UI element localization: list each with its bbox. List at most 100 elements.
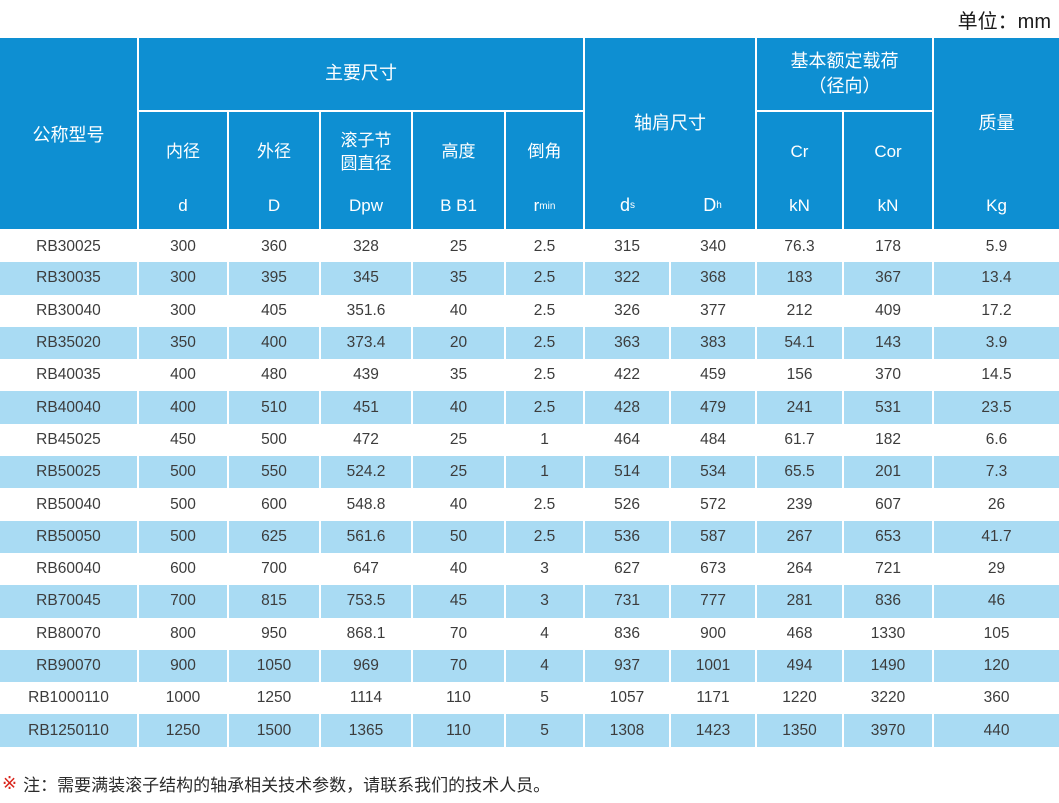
cell-value: 35 bbox=[412, 359, 506, 392]
cell-value: 46 bbox=[933, 585, 1059, 618]
cell-value: 110 bbox=[412, 714, 506, 747]
table-row: RB1000110 1000 1250 1114 110 5 1057 1171 1220 322… bbox=[0, 682, 1059, 715]
col-header-roller-pitch-diameter: 滚子节 圆直径 Dpw bbox=[319, 110, 413, 231]
cell-value: 41.7 bbox=[933, 520, 1059, 553]
cell-value: 17.2 bbox=[933, 294, 1059, 327]
table-row: RB30035 300 395 345 35 2.5 322 368 183 367 13.4 bbox=[0, 262, 1059, 295]
cell-value: 405 bbox=[228, 294, 321, 327]
cell-value: 363 bbox=[584, 326, 672, 360]
cell-value: 54.1 bbox=[756, 326, 845, 360]
cell-value: 4 bbox=[505, 617, 586, 650]
cell-value: 721 bbox=[843, 552, 935, 586]
load-label-line2: （径向） bbox=[808, 76, 881, 96]
footnote-text: 注：需要满装滚子结构的轴承相关技术参数，请联系我们的技术人员。 bbox=[23, 775, 551, 795]
col-symbol-dpw: Dpw bbox=[348, 196, 383, 215]
cell-value: 326 bbox=[584, 294, 672, 327]
table-row: RB1250110 1250 1500 1365 110 5 1308 1423 1350 397… bbox=[0, 714, 1059, 747]
cell-value: 1001 bbox=[670, 649, 758, 683]
cell-value: 328 bbox=[320, 230, 413, 263]
cell-value: 1365 bbox=[320, 714, 413, 747]
cell-value: 524.2 bbox=[320, 456, 413, 489]
cell-value: 322 bbox=[584, 262, 672, 295]
cell-value: 700 bbox=[228, 552, 321, 586]
cell-value: 1 bbox=[505, 423, 586, 457]
cell-value: 370 bbox=[843, 359, 935, 392]
cell-value: 40 bbox=[412, 552, 506, 586]
table-row: RB45025 450 500 472 25 1 464 484 61.7 182 6.6 bbox=[0, 423, 1059, 457]
cell-value: 534 bbox=[670, 456, 758, 489]
cell-value: 1050 bbox=[228, 649, 321, 683]
cell-model: RB30035 bbox=[0, 262, 139, 295]
cell-value: 5.9 bbox=[933, 230, 1059, 263]
cell-value: 1171 bbox=[670, 682, 758, 715]
cell-model: RB40035 bbox=[0, 359, 139, 392]
col-header-inner-diameter: 内径 d bbox=[138, 110, 229, 231]
cell-value: 2.5 bbox=[505, 230, 586, 263]
cell-model: RB30040 bbox=[0, 294, 139, 327]
cell-value: 300 bbox=[138, 294, 229, 327]
cell-value: 815 bbox=[228, 585, 321, 618]
cell-value: 800 bbox=[138, 617, 229, 650]
cell-value: 428 bbox=[584, 391, 672, 424]
cell-value: 900 bbox=[670, 617, 758, 650]
cell-value: 5 bbox=[505, 714, 586, 747]
cell-value: 2.5 bbox=[505, 359, 586, 392]
cell-value: 1000 bbox=[138, 682, 229, 715]
cell-value: 40 bbox=[412, 391, 506, 424]
cell-value: 201 bbox=[843, 456, 935, 489]
table-row: RB90070 900 1050 969 70 4 937 1001 494 1490 120 bbox=[0, 649, 1059, 683]
cell-value: 731 bbox=[584, 585, 672, 618]
cell-value: 1423 bbox=[670, 714, 758, 747]
cell-value: 7.3 bbox=[933, 456, 1059, 489]
cell-value: 13.4 bbox=[933, 262, 1059, 295]
cell-value: 143 bbox=[843, 326, 935, 360]
cell-value: 777 bbox=[670, 585, 758, 618]
cell-value: 25 bbox=[412, 230, 506, 263]
cell-value: 29 bbox=[933, 552, 1059, 586]
cell-value: 395 bbox=[228, 262, 321, 295]
cell-value: 494 bbox=[756, 649, 845, 683]
cell-value: 3 bbox=[505, 585, 586, 618]
cell-value: 700 bbox=[138, 585, 229, 618]
cell-value: 510 bbox=[228, 391, 321, 424]
cell-model: RB35020 bbox=[0, 326, 139, 360]
cell-value: 536 bbox=[584, 520, 672, 553]
cell-value: 300 bbox=[138, 262, 229, 295]
cell-value: 65.5 bbox=[756, 456, 845, 489]
col-symbol-cor-kn: kN bbox=[877, 196, 899, 215]
cell-value: 950 bbox=[228, 617, 321, 650]
cell-value: 110 bbox=[412, 682, 506, 715]
col-symbol-b-b1: B B1 bbox=[440, 196, 477, 215]
cell-value: 500 bbox=[138, 456, 229, 489]
cell-value: 450 bbox=[138, 423, 229, 457]
col-symbol-d: d bbox=[178, 196, 188, 215]
cell-value: 45 bbox=[412, 585, 506, 618]
cell-value: 600 bbox=[138, 552, 229, 586]
cell-value: 14.5 bbox=[933, 359, 1059, 392]
table-row: RB30040 300 405 351.6 40 2.5 326 377 212 409 17.2 bbox=[0, 294, 1059, 327]
cell-value: 2.5 bbox=[505, 520, 586, 553]
cell-value: 40 bbox=[412, 294, 506, 327]
col-header-mass: 质量 Kg bbox=[932, 38, 1059, 231]
col-header-cor: Cor kN bbox=[842, 110, 934, 231]
footnote-marker: ※ bbox=[2, 772, 18, 793]
col-symbol-rmin: r min bbox=[533, 196, 556, 215]
cell-value: 6.6 bbox=[933, 423, 1059, 457]
cell-value: 1330 bbox=[843, 617, 935, 650]
cell-value: 1057 bbox=[584, 682, 672, 715]
cell-value: 25 bbox=[412, 423, 506, 457]
col-header-model: 公称型号 bbox=[0, 38, 139, 231]
cell-value: 120 bbox=[933, 649, 1059, 683]
cell-value: 836 bbox=[584, 617, 672, 650]
cell-model: RB70045 bbox=[0, 585, 139, 618]
cell-value: 360 bbox=[228, 230, 321, 263]
cell-value: 440 bbox=[933, 714, 1059, 747]
cell-value: 868.1 bbox=[320, 617, 413, 650]
cell-value: 464 bbox=[584, 423, 672, 457]
cell-value: 76.3 bbox=[756, 230, 845, 263]
cell-model: RB40040 bbox=[0, 391, 139, 424]
cell-value: 2.5 bbox=[505, 262, 586, 295]
cell-value: 182 bbox=[843, 423, 935, 457]
cell-value: 35 bbox=[412, 262, 506, 295]
